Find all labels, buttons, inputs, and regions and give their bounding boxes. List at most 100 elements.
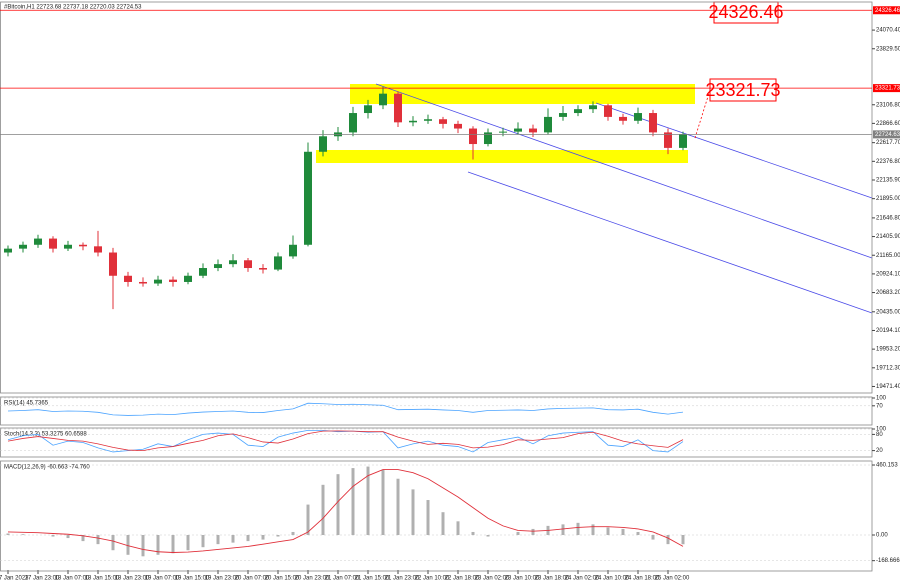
histogram-bar [141, 535, 145, 557]
y-tick-label: 21405.90 [876, 234, 900, 240]
signal-line [7, 469, 684, 553]
price-tag [873, 6, 900, 15]
y-tick-label: 80 [876, 432, 883, 438]
candle-body [274, 256, 282, 270]
x-tick-label: 24 Jan 18:00 [625, 576, 660, 582]
histogram-bar [456, 521, 460, 536]
y-tick-label: 21165.00 [876, 253, 900, 259]
y-tick-label: 100 [876, 427, 887, 433]
histogram-bar [201, 535, 205, 548]
candle-body [259, 268, 267, 270]
histogram-bar [396, 478, 400, 536]
price-tag-label: 22724.63 [875, 132, 900, 138]
y-tick-label: 20194.10 [876, 328, 900, 334]
candle-body [394, 93, 402, 123]
histogram-bar [576, 522, 580, 536]
histogram-bar [216, 535, 220, 545]
x-tick-label: 19 Jan 07:00 [145, 576, 180, 582]
x-tick-label: 24 Jan 10:00 [595, 576, 630, 582]
panel-title: RSI(14) 45.7365 [4, 401, 49, 407]
resistance-zone [350, 84, 695, 104]
histogram-bar [126, 535, 130, 555]
panel-frame [0, 427, 873, 458]
histogram-bar [651, 535, 655, 540]
y-tick-label: 460.153 [876, 463, 898, 469]
histogram-bar [561, 524, 565, 536]
candle-body [409, 120, 417, 123]
annotation-box [709, 78, 777, 102]
price-tag [873, 84, 900, 93]
candle-body [94, 246, 102, 253]
price-tag [873, 130, 900, 139]
histogram-bar [441, 512, 445, 536]
panel-frame [0, 1, 873, 394]
x-tick-label: 21 Jan 23:00 [385, 576, 420, 582]
candle-body [514, 128, 522, 132]
histogram-bar [321, 484, 325, 536]
histogram-bar [261, 535, 265, 540]
candle-body [544, 116, 552, 133]
annotation: 23321.73 [705, 80, 780, 100]
channel-line [375, 83, 873, 259]
y-tick-label: 20 [876, 448, 883, 454]
y-tick-label: 24070.40 [876, 28, 900, 34]
histogram-bar [636, 531, 640, 536]
candle-body [109, 252, 117, 276]
candle-body [34, 238, 42, 245]
y-tick-label: -168.666 [876, 558, 900, 564]
candle-body [199, 268, 207, 276]
candle-body [589, 105, 597, 110]
panel-frame [0, 460, 873, 572]
annotation: 24326.46 [708, 2, 783, 22]
x-tick-label: 25 Jan 02:00 [655, 576, 690, 582]
candle-body [289, 244, 297, 257]
x-tick-label: 18 Jan 23:00 [115, 576, 150, 582]
candle-body [169, 279, 177, 282]
histogram-bar [186, 535, 190, 551]
histogram-bar [276, 535, 280, 537]
chart-title: #Bitcoin,H1 22723.68 22737.18 22720.03 2… [4, 5, 142, 11]
candle-body [214, 264, 222, 269]
x-tick-label: 23 Jan 18:00 [535, 576, 570, 582]
candle-body [664, 132, 672, 148]
candle-body [559, 113, 567, 117]
candle-body [154, 279, 162, 284]
y-tick-label: 21646.80 [876, 215, 900, 221]
x-tick-label: 24 Jan 02:00 [565, 576, 600, 582]
candle-body [244, 260, 252, 269]
y-tick-label: 19953.20 [876, 347, 900, 353]
histogram-bar [381, 469, 385, 536]
histogram-bar [231, 535, 235, 543]
histogram-bar [606, 527, 610, 536]
panel-title: MACD(12,26,9) -60.663 -74.760 [4, 465, 90, 471]
candle-body [364, 105, 372, 114]
x-tick-label: 22 Jan 18:00 [445, 576, 480, 582]
candle-body [469, 128, 477, 145]
y-tick-label: 22135.90 [876, 178, 900, 184]
support-zone [316, 150, 688, 163]
y-tick-label: 19471.40 [876, 384, 900, 390]
x-tick-label: 18 Jan 15:00 [85, 576, 120, 582]
x-tick-label: 20 Jan 23:00 [295, 576, 330, 582]
histogram-bar [96, 535, 100, 545]
histogram-bar [621, 528, 625, 536]
histogram-bar [471, 531, 475, 536]
histogram-bar [306, 504, 310, 536]
histogram-bar [681, 535, 685, 545]
y-tick-label: 20924.10 [876, 271, 900, 277]
y-tick-label: 100 [876, 396, 887, 402]
x-tick-label: 22 Jan 10:00 [415, 576, 450, 582]
candle-body [454, 123, 462, 129]
y-tick-label: 19712.30 [876, 365, 900, 371]
candle-body [424, 119, 432, 121]
histogram-bar [486, 535, 490, 537]
candle-body [64, 244, 72, 249]
candle-body [499, 131, 507, 133]
candle-body [634, 113, 642, 121]
x-tick-label: 21 Jan 15:00 [355, 576, 390, 582]
candle-body [619, 116, 627, 121]
candle-body [484, 132, 492, 145]
x-tick-label: 18 Jan 07:00 [55, 576, 90, 582]
